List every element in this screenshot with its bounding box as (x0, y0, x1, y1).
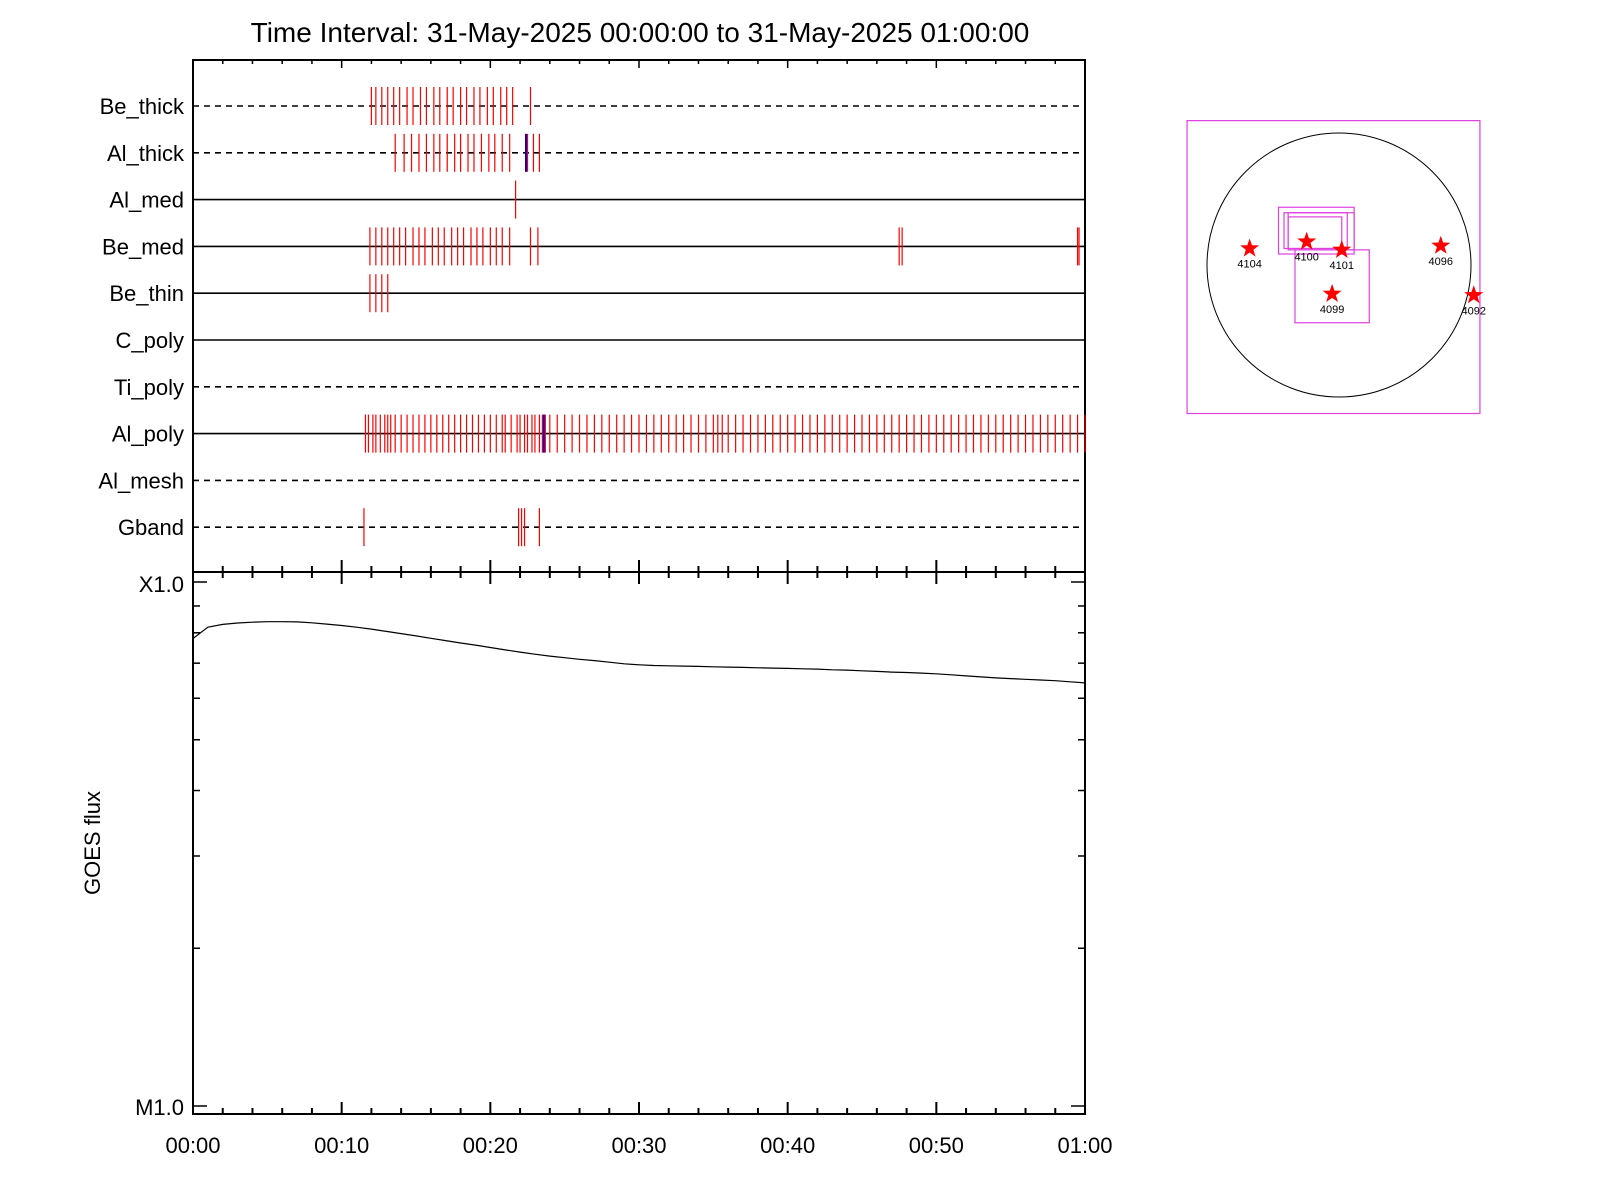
timeline-row-label: Al_poly (112, 422, 184, 447)
timeline-row-label: Al_med (109, 188, 184, 213)
region-label: 4104 (1237, 259, 1261, 271)
timeline-row-label: Be_thin (109, 281, 184, 306)
timeline-row-be_thick: Be_thick (100, 87, 1085, 125)
timeline-row-ti_poly: Ti_poly (114, 375, 1085, 400)
goes-y-tick-label-bottom: M1.0 (135, 1095, 184, 1120)
timeline-panel-frame (192, 59, 1086, 573)
fov-boxes (1186, 120, 1481, 415)
goes-panel-frame (192, 571, 1086, 1115)
timeline-row-label: Al_thick (107, 141, 185, 166)
x-tick-label: 00:20 (463, 1133, 518, 1158)
timeline-row-gband: Gband (118, 508, 1085, 547)
region-label: 4099 (1320, 304, 1344, 316)
solar-disk-map: 4104 4100 4101 4096 4099 4092 (1186, 120, 1486, 415)
fov-box (1283, 212, 1348, 250)
timeline-row-al_med: Al_med (109, 180, 1085, 219)
x-tick-label: 00:50 (909, 1133, 964, 1158)
region-label: 4101 (1330, 260, 1354, 272)
timeline-row-label: Be_thick (100, 94, 185, 119)
goes-flux-line (192, 621, 1086, 684)
chart-title: Time Interval: 31-May-2025 00:00:00 to 3… (251, 17, 1030, 48)
region-star-icon (1332, 239, 1352, 258)
timeline-row-label: Al_mesh (98, 468, 184, 493)
fov-box (1186, 120, 1481, 415)
region-label: 4096 (1429, 256, 1453, 268)
region-star-icon (1431, 235, 1451, 254)
region-star-icon (1240, 238, 1260, 257)
x-tick-label: 00:30 (611, 1133, 666, 1158)
region-star-icon (1322, 283, 1342, 302)
goes-y-tick-label-top: X1.0 (139, 572, 184, 597)
timeline-row-al_mesh: Al_mesh (98, 468, 1085, 493)
timeline-row-be_thin: Be_thin (109, 274, 1085, 313)
region-star-icon (1297, 231, 1317, 250)
timeline-row-label: Gband (118, 515, 184, 540)
timeline-row-label: Be_med (102, 234, 184, 259)
timeline-row-be_med: Be_med (102, 227, 1085, 266)
timeline-row-al_poly: Al_poly (112, 414, 1086, 453)
x-tick-label: 00:40 (760, 1133, 815, 1158)
active-regions: 4104 4100 4101 4096 4099 4092 (1237, 231, 1486, 317)
x-tick-labels: 00:00 00:10 00:20 00:30 00:40 00:50 01:00 (165, 1133, 1112, 1158)
timeline-row-label: Ti_poly (114, 375, 184, 400)
goes-y-axis-label: GOES flux (80, 791, 105, 895)
solar-disk-circle (1206, 132, 1472, 398)
timeline-row-c_poly: C_poly (116, 328, 1085, 353)
timeline-rows: Be_thick Al_thick Al_med Be_med Be_thin C_pol… (98, 87, 1086, 547)
region-star-icon (1464, 285, 1484, 304)
x-tick-label: 00:10 (314, 1133, 369, 1158)
timeline-ticks (192, 60, 1086, 1114)
timeline-row-al_thick: Al_thick (107, 133, 1085, 172)
x-tick-label: 01:00 (1057, 1133, 1112, 1158)
timeline-row-label: C_poly (116, 328, 184, 353)
fov-box (1287, 212, 1355, 251)
region-label: 4092 (1462, 305, 1486, 317)
goes-ticks (193, 581, 1085, 1107)
region-label: 4100 (1294, 252, 1318, 264)
x-tick-label: 00:00 (165, 1133, 220, 1158)
fov-box (1287, 216, 1343, 250)
